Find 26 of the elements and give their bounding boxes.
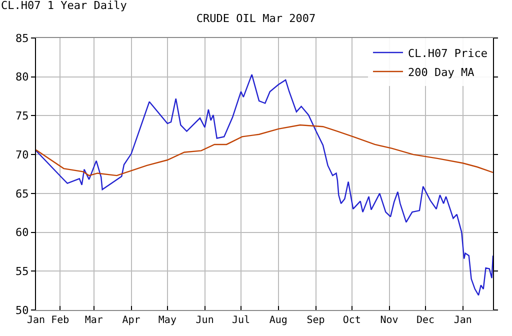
- legend-label: 200 Day MA: [408, 66, 475, 79]
- x-tick-label: Oct: [342, 315, 361, 326]
- legend-label: CL.H07 Price: [408, 46, 488, 60]
- x-tick-label: Jan: [26, 315, 46, 326]
- x-tick-label: Apr: [122, 315, 140, 326]
- y-tick-label: 65: [16, 187, 29, 200]
- y-tick-label: 60: [16, 226, 29, 240]
- x-tick-label: Sep: [306, 315, 325, 326]
- x-tick-label: Feb: [51, 315, 70, 326]
- x-tick-label: Aug: [269, 315, 288, 326]
- y-tick-label: 85: [16, 32, 29, 45]
- y-tick-label: 50: [16, 304, 29, 317]
- x-tick-label: Mar: [84, 315, 103, 326]
- y-tick-label: 70: [16, 148, 29, 162]
- x-tick-label: Dec: [416, 315, 434, 326]
- chart-subtitle: CL.H07 1 Year Daily: [1, 0, 128, 12]
- y-tick-label: 55: [16, 264, 29, 278]
- x-tick-label: May: [158, 315, 176, 326]
- x-tick-label: Jun: [196, 315, 214, 326]
- x-tick-label: Jan: [454, 315, 472, 326]
- x-tick-label: Jul: [232, 315, 250, 326]
- y-tick-label: 80: [16, 70, 29, 84]
- y-tick-label: 75: [16, 110, 29, 123]
- line-series: [36, 124, 493, 176]
- x-tick-label: Nov: [380, 315, 398, 326]
- chart-title: CRUDE OIL Mar 2007: [196, 12, 316, 25]
